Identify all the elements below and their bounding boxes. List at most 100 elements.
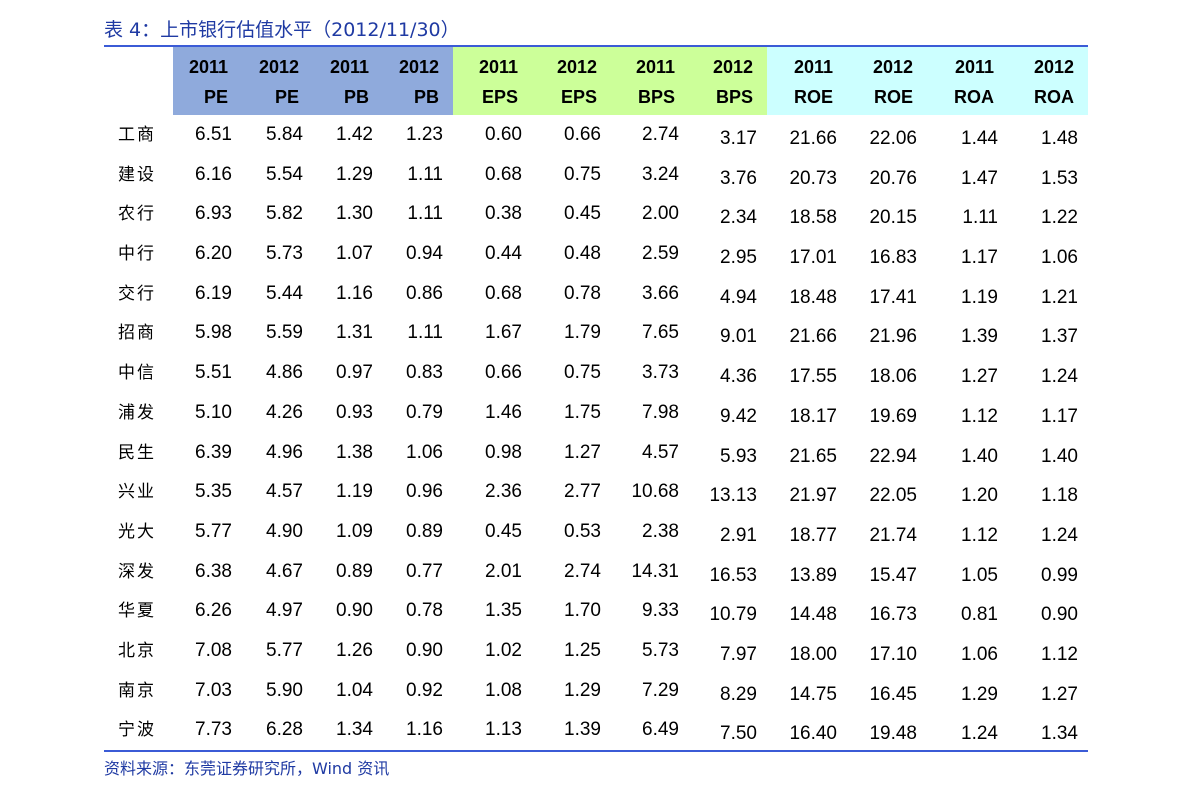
cell-pe-2011: 5.10 [195, 401, 232, 423]
cell-pb-2011: 1.04 [336, 679, 373, 701]
table-row: 农行 6.93 5.82 1.30 1.11 0.38 0.45 2.00 2.34 18.58 2… [104, 196, 1088, 236]
column-year: 2012 [712, 57, 753, 77]
bank-name: 浦发 [118, 402, 156, 423]
column-year: 2011 [188, 57, 228, 77]
cell-roe-2012: 20.15 [869, 207, 917, 229]
column-metric: BPS [715, 87, 753, 107]
column-metric: EPS [560, 87, 597, 107]
cell-roe-2012: 17.41 [869, 286, 917, 308]
cell-pb-2011: 1.07 [336, 243, 373, 265]
column-metric: PB [343, 87, 369, 107]
cell-eps-2012: 1.39 [564, 719, 601, 741]
cell-pe-2011: 5.77 [195, 520, 232, 542]
cell-roa-2011: 1.06 [961, 643, 998, 665]
cell-roe-2011: 16.40 [789, 723, 837, 745]
cell-roe-2011: 20.73 [789, 167, 837, 189]
cell-pe-2012: 5.84 [266, 124, 303, 145]
cell-pe-2012: 5.82 [266, 203, 303, 225]
cell-pe-2011: 5.98 [195, 322, 232, 344]
header-stub [104, 47, 173, 115]
cell-eps-2011: 0.38 [485, 203, 522, 225]
table-row: 招商 5.98 5.59 1.31 1.11 1.67 1.79 7.65 9.01 21.66 2… [104, 315, 1088, 355]
cell-roa-2011: 1.27 [961, 366, 998, 388]
cell-roe-2012: 16.83 [869, 247, 917, 269]
bank-name: 深发 [118, 561, 156, 582]
cell-pe-2012: 5.44 [266, 282, 303, 304]
cell-roe-2012: 16.45 [869, 683, 917, 705]
cell-pb-2012: 0.86 [406, 282, 443, 304]
cell-roe-2011: 18.00 [789, 643, 837, 665]
cell-pb-2012: 0.90 [406, 639, 443, 661]
cell-roa-2012: 1.12 [1041, 643, 1078, 665]
cell-roe-2011: 14.75 [789, 683, 837, 705]
cell-bps-2012: 10.79 [709, 604, 757, 626]
cell-pe-2011: 7.73 [195, 719, 232, 741]
cell-bps-2012: 7.97 [720, 643, 757, 665]
cell-roa-2011: 1.12 [961, 524, 998, 546]
cell-roe-2011: 13.89 [789, 564, 837, 586]
cell-eps-2012: 1.25 [564, 639, 601, 661]
table-row: 南京 7.03 5.90 1.04 0.92 1.08 1.29 7.29 8.29 14.75 1… [104, 673, 1088, 713]
cell-roa-2011: 1.47 [961, 167, 998, 189]
cell-eps-2012: 1.70 [564, 600, 601, 622]
cell-pe-2011: 6.51 [195, 124, 232, 145]
cell-bps-2012: 16.53 [709, 564, 757, 586]
cell-bps-2012: 4.36 [720, 366, 757, 388]
top-rule [104, 45, 1088, 47]
bank-name: 建设 [118, 164, 156, 185]
cell-pb-2011: 1.42 [336, 124, 373, 145]
cell-pb-2012: 1.11 [407, 203, 443, 225]
cell-roa-2011: 1.24 [961, 723, 998, 745]
cell-eps-2012: 0.75 [564, 362, 601, 384]
cell-bps-2011: 7.98 [642, 401, 679, 423]
cell-eps-2011: 0.68 [485, 163, 522, 185]
cell-roe-2012: 20.76 [869, 167, 917, 189]
table-row: 中信 5.51 4.86 0.97 0.83 0.66 0.75 3.73 4.36 17.55 1… [104, 355, 1088, 395]
cell-pe-2011: 6.20 [195, 243, 232, 265]
cell-pb-2011: 1.34 [336, 719, 373, 741]
column-header-pb-2012: 2012 PB [383, 47, 453, 115]
cell-bps-2012: 2.91 [720, 524, 757, 546]
cell-pe-2012: 4.90 [266, 520, 303, 542]
bank-name: 农行 [118, 204, 156, 225]
column-year: 2011 [478, 57, 518, 77]
cell-roe-2012: 21.96 [869, 326, 917, 348]
cell-roe-2011: 21.65 [789, 445, 837, 467]
column-year: 2012 [872, 57, 913, 77]
cell-roa-2011: 1.17 [961, 247, 998, 269]
cell-pb-2011: 0.89 [336, 560, 373, 582]
cell-eps-2011: 0.66 [485, 362, 522, 384]
cell-roa-2012: 1.06 [1041, 247, 1078, 269]
cell-eps-2012: 1.29 [564, 679, 601, 701]
column-metric: EPS [481, 87, 518, 107]
cell-eps-2012: 1.79 [564, 322, 601, 344]
cell-roa-2011: 1.12 [961, 405, 998, 427]
column-year: 2012 [258, 57, 299, 77]
cell-pe-2011: 7.03 [195, 679, 232, 701]
cell-eps-2012: 0.45 [564, 203, 601, 225]
cell-roe-2012: 18.06 [869, 366, 917, 388]
cell-eps-2011: 0.44 [485, 243, 522, 265]
cell-pe-2011: 6.39 [195, 441, 232, 463]
cell-eps-2012: 2.77 [564, 481, 601, 503]
cell-roe-2012: 22.94 [869, 445, 917, 467]
cell-pe-2012: 5.54 [266, 163, 303, 185]
cell-roa-2011: 1.40 [961, 445, 998, 467]
bank-name: 光大 [118, 521, 156, 542]
column-metric: ROE [793, 87, 833, 107]
cell-roa-2012: 1.53 [1041, 167, 1078, 189]
cell-roe-2011: 17.55 [789, 366, 837, 388]
table-body: 工商 6.51 5.84 1.42 1.23 0.60 0.66 2.74 3.17 21.66 2… [104, 117, 1088, 752]
cell-roe-2011: 18.77 [789, 524, 837, 546]
cell-eps-2011: 1.08 [485, 679, 522, 701]
cell-eps-2011: 1.13 [485, 719, 522, 741]
cell-bps-2012: 2.34 [720, 207, 757, 229]
cell-roe-2011: 21.97 [789, 485, 837, 507]
bank-name: 中行 [118, 244, 156, 265]
column-year: 2011 [793, 57, 833, 77]
column-header-eps-2011: 2011 EPS [453, 47, 532, 115]
cell-pb-2011: 1.09 [336, 520, 373, 542]
column-header-roa-2011: 2011 ROA [927, 47, 1008, 115]
cell-pb-2011: 1.30 [336, 203, 373, 225]
cell-roe-2012: 22.05 [869, 485, 917, 507]
